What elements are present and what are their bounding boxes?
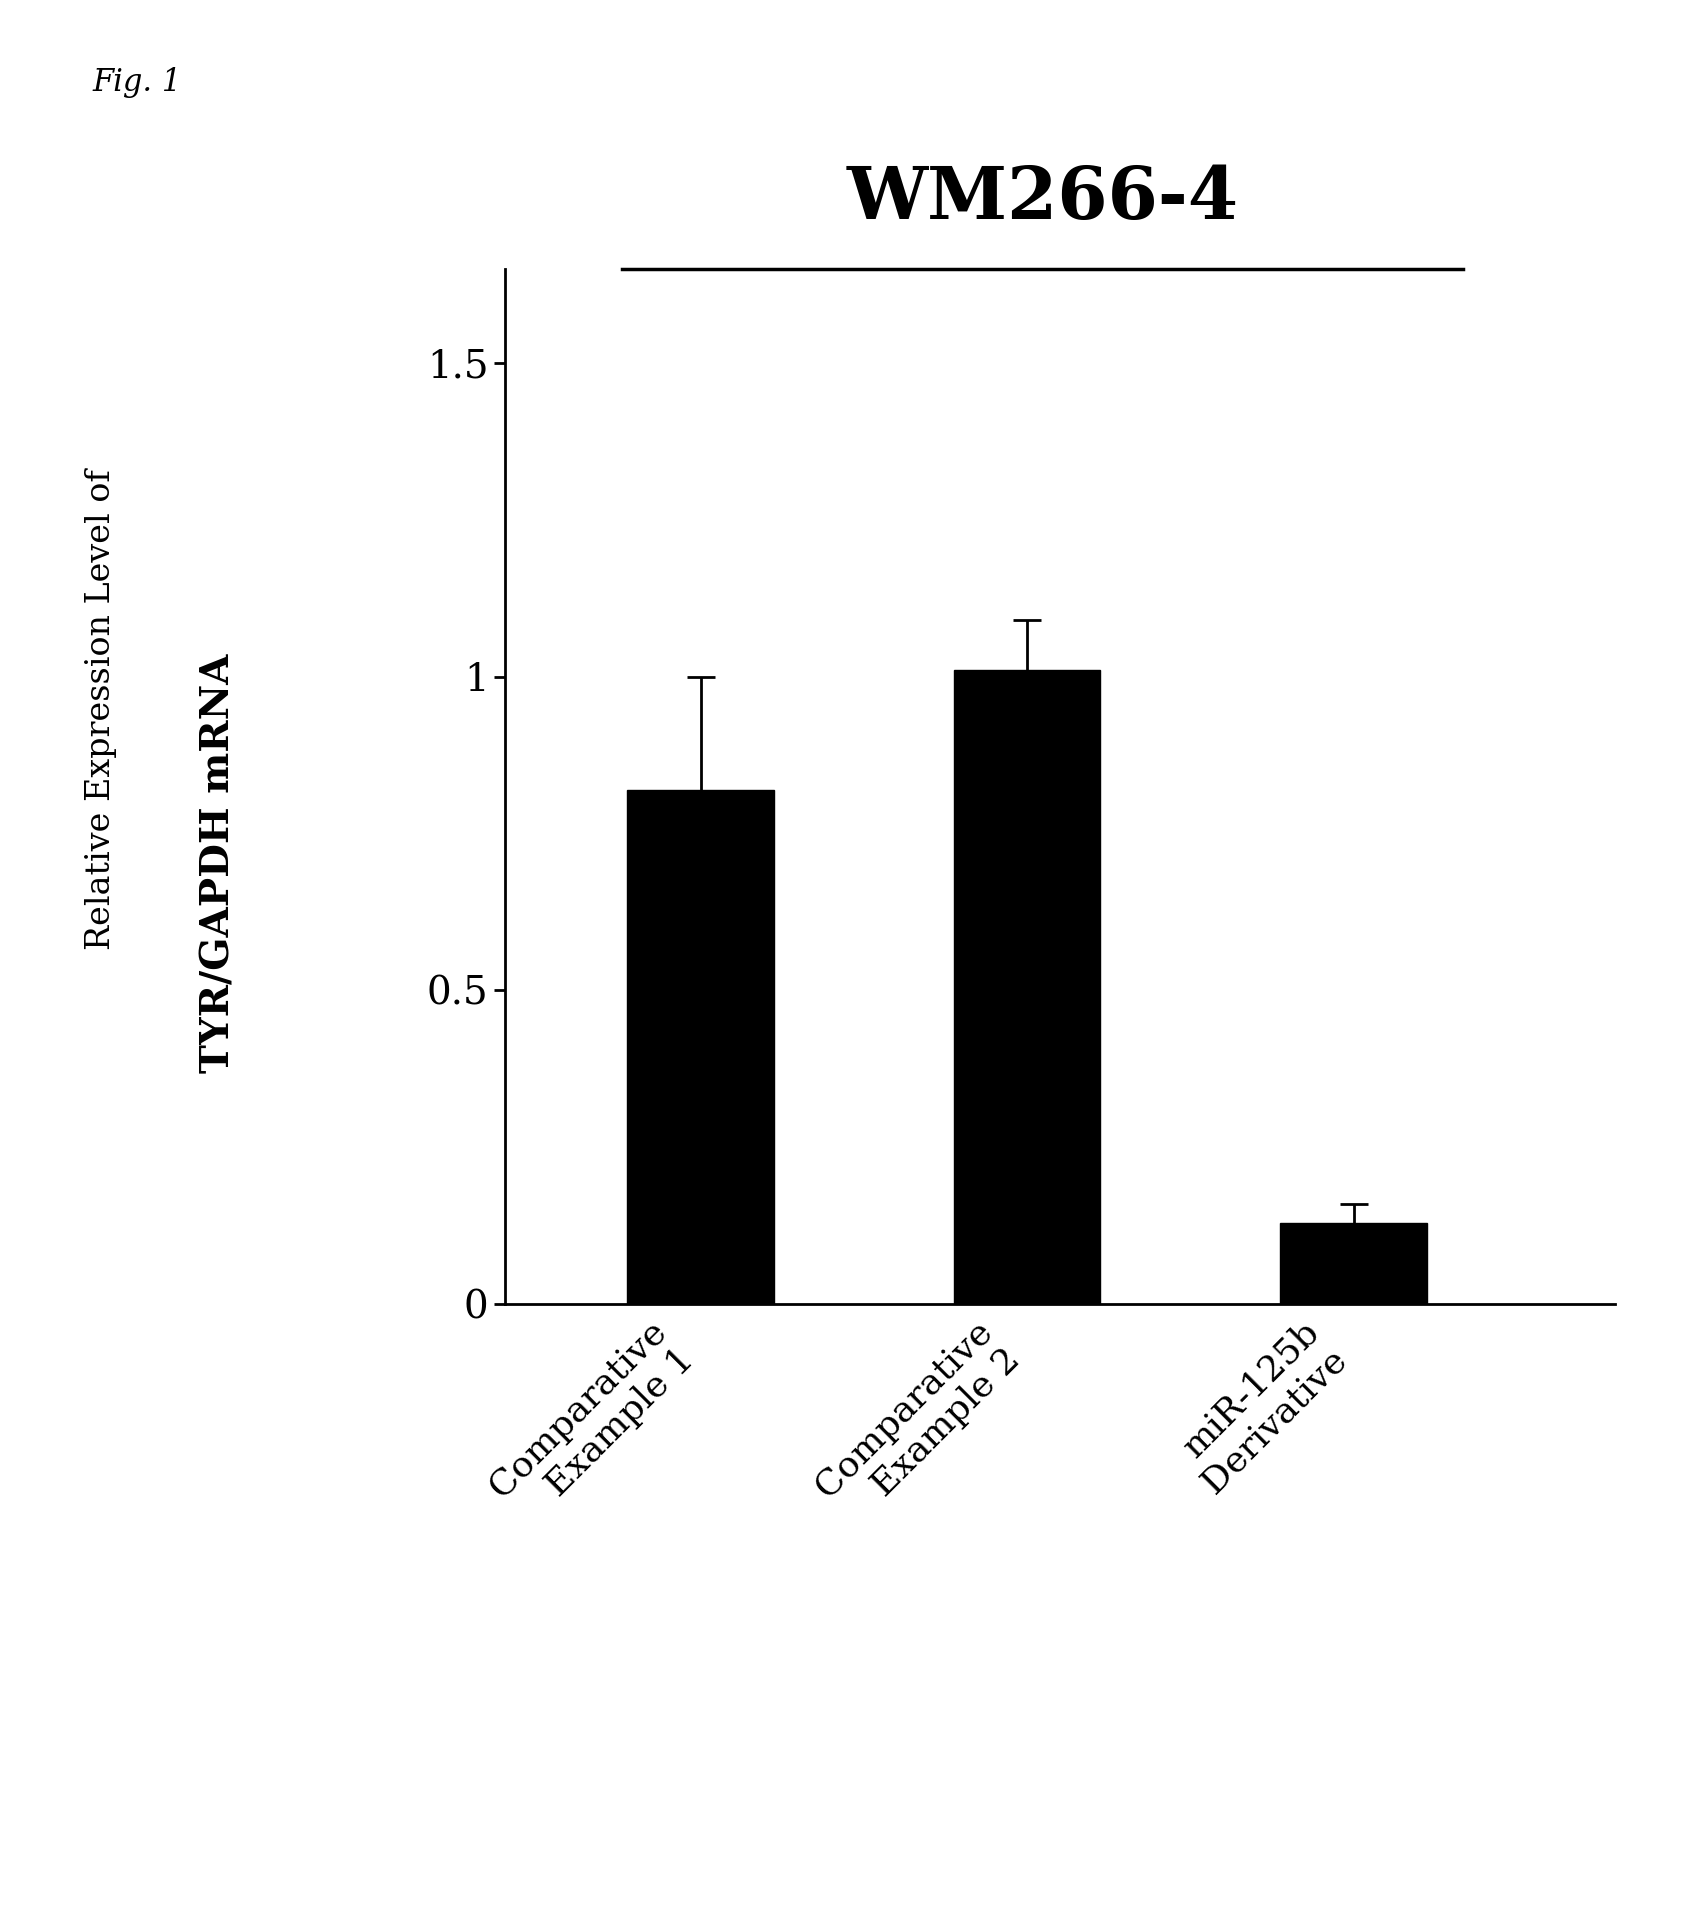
- Text: Fig. 1: Fig. 1: [93, 67, 182, 98]
- Text: WM266-4: WM266-4: [846, 163, 1240, 234]
- Bar: [1280, 1222, 1426, 1304]
- Bar: [954, 669, 1100, 1304]
- Text: TYR/GAPDH mRNA: TYR/GAPDH mRNA: [200, 654, 237, 1072]
- Text: Relative Expression Level of: Relative Expression Level of: [84, 470, 118, 949]
- Bar: [627, 790, 774, 1304]
